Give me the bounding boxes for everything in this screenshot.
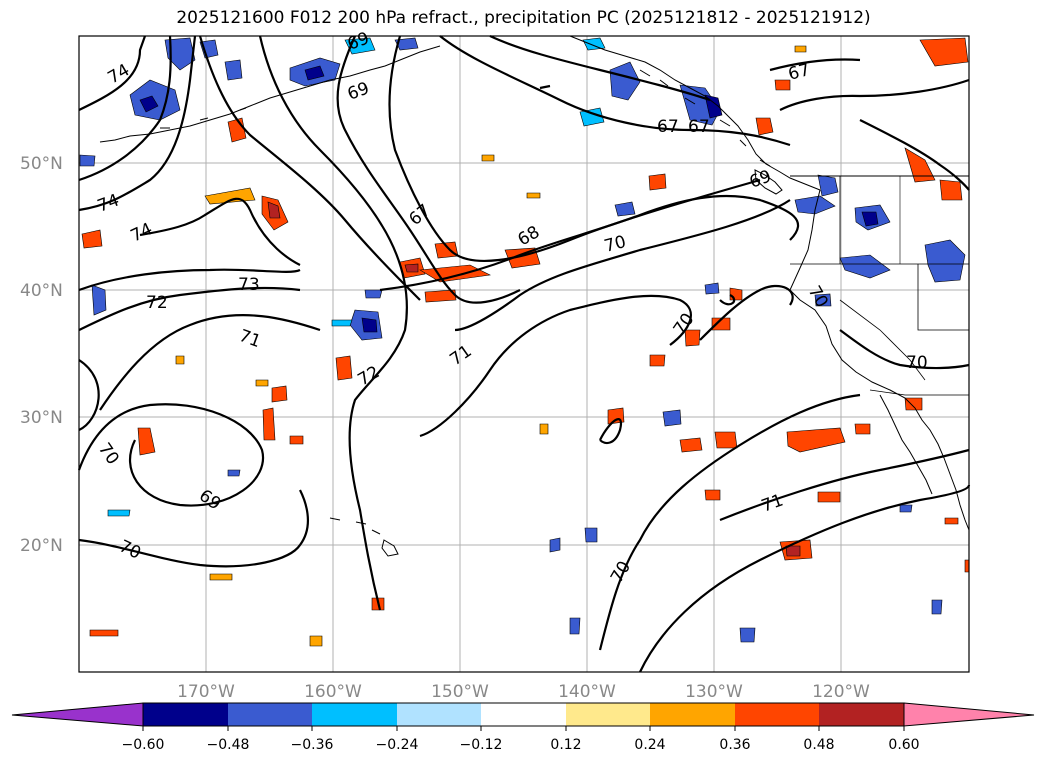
map-title: 2025121600 F012 200 hPa refract., precip… <box>176 8 871 28</box>
colorbar-bin <box>481 703 566 726</box>
map-frame <box>78 35 970 673</box>
colorbar-bin <box>650 703 735 726</box>
colorbar-tick: 0.60 <box>888 737 919 753</box>
lon-label-120w: 120°W <box>812 682 870 702</box>
colorbar-bin <box>143 703 228 726</box>
lat-label-40n: 40°N <box>20 281 63 301</box>
contour-label: 72 <box>146 293 168 313</box>
colorbar-bin <box>735 703 819 726</box>
colorbar-tick: 0.36 <box>719 737 750 753</box>
colorbar: −0.60 −0.48 −0.36 −0.24 −0.12 0.12 0.24 … <box>11 702 1035 753</box>
map-panel: 74 74 74 73 72 72 71 71 70 70 69 69 69 6… <box>77 29 971 673</box>
colorbar-extend-high <box>903 702 1035 727</box>
colorbar-tick: −0.36 <box>291 737 334 753</box>
colorbar-tick: −0.24 <box>376 737 419 753</box>
refractivity-contours <box>77 35 971 673</box>
colorbar-extend-low <box>11 702 144 727</box>
colorbar-frame <box>142 702 905 727</box>
colorbar-tick: −0.48 <box>207 737 250 753</box>
colorbar-bin <box>819 703 904 726</box>
lat-label-30n: 30°N <box>20 408 63 428</box>
colorbar-tick: −0.12 <box>460 737 503 753</box>
colorbar-bin <box>397 703 481 726</box>
colorbar-tick: −0.60 <box>122 737 165 753</box>
colorbar-tick: 0.12 <box>550 737 581 753</box>
colorbar-tick: 0.48 <box>803 737 834 753</box>
colorbar-tick: 0.24 <box>634 737 665 753</box>
longitude-labels: 170°W 160°W 150°W 140°W 130°W 120°W <box>177 682 870 702</box>
lat-label-20n: 20°N <box>20 536 63 556</box>
contour-label: 67 <box>657 117 679 137</box>
contour-label: 73 <box>238 275 260 295</box>
colorbar-bin <box>312 703 397 726</box>
lon-label-140w: 140°W <box>558 682 616 702</box>
lat-label-50n: 50°N <box>20 154 63 174</box>
lon-label-150w: 150°W <box>431 682 489 702</box>
lon-label-130w: 130°W <box>685 682 743 702</box>
lon-label-160w: 160°W <box>304 682 362 702</box>
contour-label: 70 <box>906 353 928 373</box>
contour-label: 67 <box>688 117 710 137</box>
colorbar-bin <box>566 703 650 726</box>
colorbar-bin <box>228 703 312 726</box>
lon-label-170w: 170°W <box>177 682 235 702</box>
latitude-labels: 50°N 40°N 30°N 20°N <box>20 154 63 556</box>
